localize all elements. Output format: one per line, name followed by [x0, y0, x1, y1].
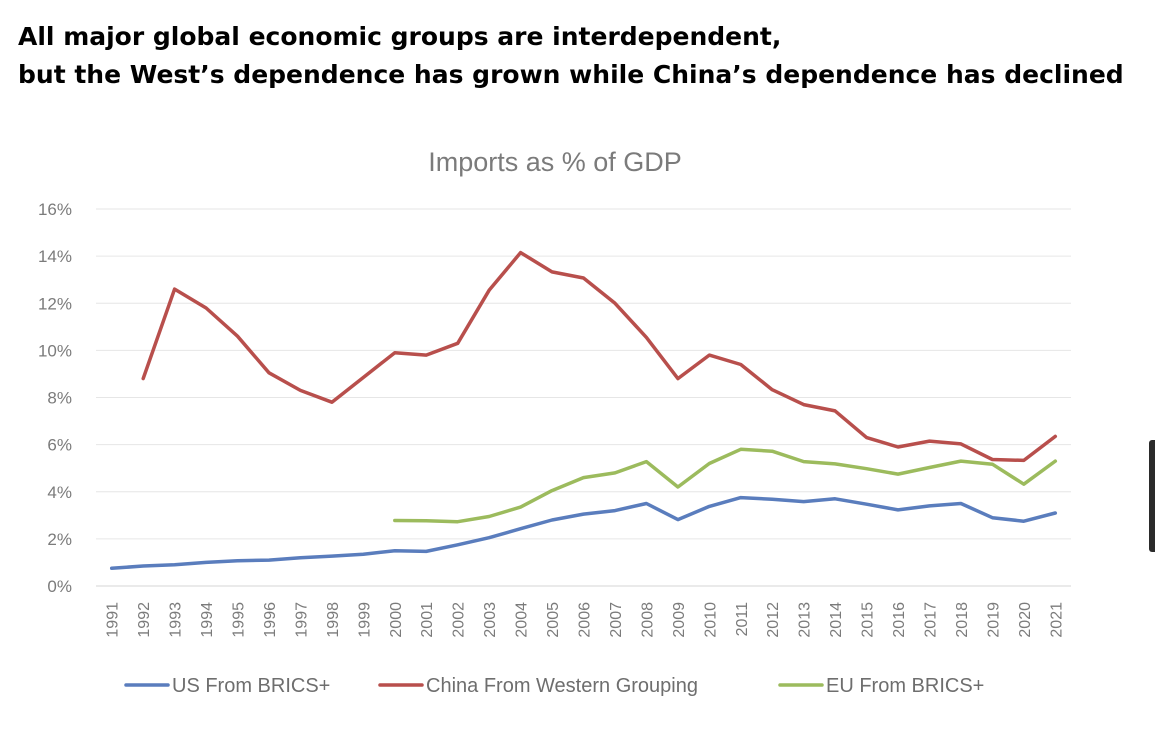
x-tick-label: 2005	[545, 602, 562, 638]
series-line-2	[393, 447, 1058, 524]
y-tick-label: 4%	[47, 483, 72, 502]
x-tick-label: 2019	[985, 602, 1002, 638]
x-tick-label: 2021	[1048, 602, 1065, 638]
x-tick-label: 2010	[702, 602, 719, 638]
x-tick-label: 1992	[136, 602, 153, 638]
x-tick-label: 1995	[231, 602, 248, 638]
x-tick-label: 2013	[797, 602, 814, 638]
legend: US From BRICS+ China From Western Groupin…	[124, 675, 984, 697]
x-tick-label: 2002	[451, 602, 468, 638]
y-tick-label: 8%	[47, 389, 72, 408]
x-tick-label: 1994	[199, 602, 216, 638]
headline: All major global economic groups are int…	[18, 18, 1148, 94]
x-tick-label: 2011	[734, 602, 751, 637]
x-tick-label: 2001	[419, 602, 436, 638]
x-tick-label: 2008	[639, 602, 656, 638]
series-line-0	[109, 495, 1058, 571]
legend-label: US From BRICS+	[172, 675, 330, 697]
x-tick-label: 1996	[262, 602, 279, 638]
x-tick-label: 2003	[482, 602, 499, 638]
x-axis-tick-labels: 1991 1992 1993 1994 1995 1996 1997 1998 1999 2000…	[105, 602, 1066, 638]
x-tick-label: 2016	[891, 602, 908, 638]
y-tick-label: 14%	[38, 247, 72, 266]
x-tick-label: 2017	[922, 602, 939, 638]
gridlines	[96, 208, 1071, 587]
x-tick-label: 2004	[514, 602, 531, 638]
x-tick-label: 2014	[828, 602, 845, 638]
x-tick-label: 2006	[577, 602, 594, 638]
headline-line-1: All major global economic groups are int…	[18, 22, 782, 51]
series-line-1	[141, 250, 1058, 463]
y-tick-label: 0%	[47, 577, 72, 596]
x-tick-label: 2020	[1017, 602, 1034, 638]
x-tick-label: 2012	[765, 602, 782, 638]
headline-line-2: but the West’s dependence has grown whil…	[18, 60, 1124, 89]
x-tick-label: 1999	[356, 602, 373, 638]
y-tick-label: 16%	[38, 200, 72, 219]
x-tick-label: 2018	[954, 602, 971, 638]
series-lines	[109, 250, 1058, 571]
y-tick-label: 10%	[38, 341, 72, 360]
x-tick-label: 1997	[293, 602, 310, 638]
x-tick-label: 1998	[325, 602, 342, 638]
x-tick-label: 2015	[860, 602, 877, 638]
y-tick-label: 2%	[47, 530, 72, 549]
legend-label: China From Western Grouping	[426, 675, 698, 697]
legend-label: EU From BRICS+	[826, 675, 984, 697]
y-axis-tick-labels: 0% 2% 4% 6% 8% 10% 12% 14% 16%	[38, 200, 72, 596]
x-tick-label: 2009	[671, 602, 688, 638]
x-tick-label: 2000	[388, 602, 405, 638]
x-tick-label: 1993	[168, 602, 185, 638]
chart-title: Imports as % of GDP	[428, 147, 682, 177]
x-tick-label: 1991	[105, 602, 122, 638]
y-tick-label: 6%	[47, 436, 72, 455]
scrollbar-thumb[interactable]	[1149, 440, 1155, 552]
x-tick-label: 2007	[608, 602, 625, 638]
y-tick-label: 12%	[38, 294, 72, 313]
